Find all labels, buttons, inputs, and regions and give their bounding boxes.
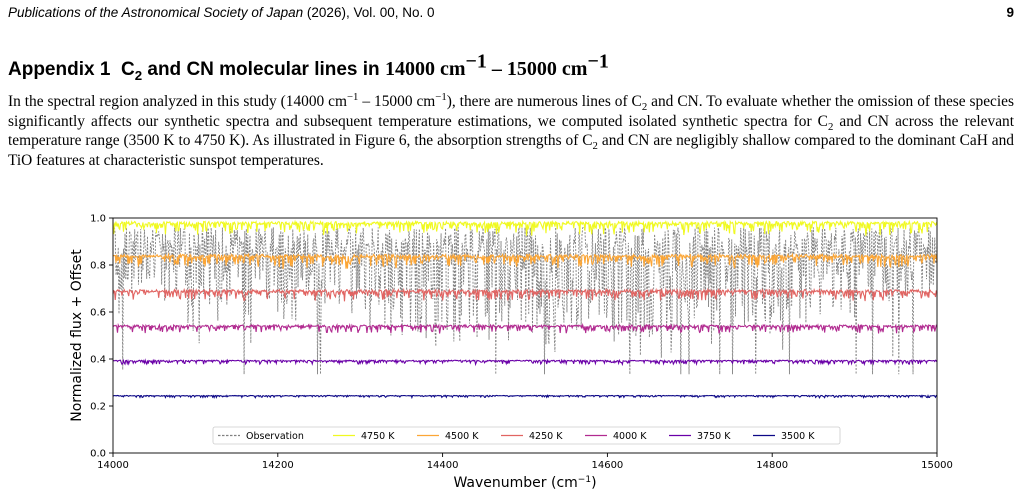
plot-frame xyxy=(112,217,938,454)
appendix-title-pre: C xyxy=(120,59,135,80)
appendix-range-a: 14000 cm xyxy=(384,58,466,80)
legend-label: 3750 K xyxy=(697,431,731,442)
journal-issue: (2026), Vol. 00, No. 0 xyxy=(303,5,435,20)
y-tick-label: 0.8 xyxy=(90,261,106,272)
legend-label: 4500 K xyxy=(445,431,479,442)
paragraph-sup: −1 xyxy=(346,90,359,103)
spectra-figure: 14000 14200 14400 14600 14800 15000 0.0 0.2 0.4 0… xyxy=(69,214,953,492)
legend-label: 4000 K xyxy=(613,431,647,442)
x-axis-label: Wavenumber (cm−1) xyxy=(453,475,596,491)
x-tick-label: 14400 xyxy=(427,460,459,471)
legend-label: 3500 K xyxy=(781,431,815,442)
body-paragraph: In the spectral region analyzed in this … xyxy=(8,90,1015,170)
appendix-number: Appendix 1 xyxy=(8,59,111,80)
series-line xyxy=(112,287,938,302)
paragraph-sub: 2 xyxy=(641,101,648,114)
x-tick-label: 14800 xyxy=(756,460,788,471)
appendix-heading: Appendix 1 C2 and CN molecular lines in … xyxy=(8,52,609,83)
series-line xyxy=(112,394,938,400)
series-line xyxy=(112,226,938,375)
paragraph-text: – 15000 cm xyxy=(358,93,436,110)
legend-label: Observation xyxy=(246,431,304,442)
series-line xyxy=(112,219,938,236)
series-line xyxy=(112,252,938,270)
paragraph-text: and CN across the relevant temperature r… xyxy=(8,112,1015,150)
journal-name: Publications of the Astronomical Society… xyxy=(8,5,304,20)
y-tick-label: 0.2 xyxy=(90,402,106,413)
y-tick-label: 0.4 xyxy=(90,355,106,366)
y-tick-label: 0.0 xyxy=(90,449,106,460)
paragraph-sup: −1 xyxy=(435,90,447,103)
paragraph-sub: 2 xyxy=(592,140,598,153)
running-head: Publications of the Astronomical Society… xyxy=(8,5,1014,20)
series-line xyxy=(112,358,938,367)
series-line xyxy=(112,322,938,334)
appendix-range-b: 15000 cm xyxy=(506,58,588,80)
y-axis-label: Normalized flux + Offset xyxy=(69,249,85,422)
x-tick-label: 14600 xyxy=(591,460,623,471)
paragraph-text: In the spectral region analyzed in this … xyxy=(8,93,347,110)
y-tick-label: 0.6 xyxy=(90,308,106,319)
x-tick-label: 14200 xyxy=(262,460,294,471)
appendix-title-mid: and CN molecular lines in xyxy=(142,59,385,80)
appendix-title-sub: 2 xyxy=(134,67,143,83)
appendix-range-sup-b: −1 xyxy=(587,50,609,73)
page-number: 9 xyxy=(1006,5,1014,20)
legend-label: 4750 K xyxy=(361,431,395,442)
legend-box xyxy=(212,426,841,445)
paragraph-text: and CN are negligibly shallow compared t… xyxy=(8,132,1014,169)
appendix-range-dash: – xyxy=(486,58,507,80)
y-tick-label: 1.0 xyxy=(90,214,106,225)
legend-label: 4250 K xyxy=(529,431,563,442)
paragraph-text: ), there are numerous lines of C xyxy=(446,93,642,110)
paragraph-sub: 2 xyxy=(827,120,834,133)
paragraph-text: and CN. To evaluate whether the omission… xyxy=(8,93,1014,130)
x-tick-label: 15000 xyxy=(921,460,953,471)
x-tick-label: 14000 xyxy=(97,460,129,471)
appendix-range-sup-a: −1 xyxy=(465,50,487,73)
